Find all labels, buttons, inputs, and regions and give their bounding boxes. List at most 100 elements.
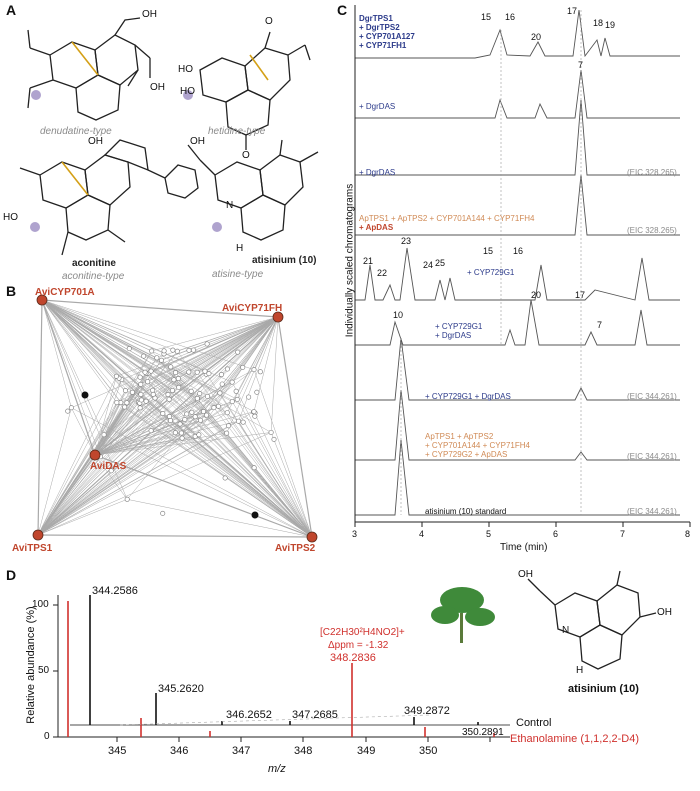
trace-1 [355, 9, 680, 59]
network-node [171, 377, 177, 383]
atom-oh-d1: OH [518, 569, 533, 580]
chromatogram-plot [354, 5, 691, 527]
trace-label-8: ApTPS1 + ApTPS2 + CYP701A144 + CYP71FH4 … [425, 432, 530, 459]
panel-b: B AviCYP701A AviCYP71FH AviDAS AviTPS1 A… [0, 283, 330, 565]
peak-21: 21 [363, 256, 374, 266]
trace-3-line-1: + DgrDAS [359, 168, 396, 177]
panel-label-d: D [6, 567, 17, 583]
network-node [235, 349, 241, 355]
c-xtick-8: 8 [685, 529, 691, 539]
network-node [138, 397, 144, 403]
network-node [201, 409, 207, 415]
network-node [186, 347, 192, 353]
c-xtick-3: 3 [352, 529, 358, 539]
network-node [173, 370, 179, 376]
peak-10: 10 [393, 310, 404, 320]
formula-label: [C22H30²H4NO2]+ [320, 627, 405, 638]
network-node [150, 391, 156, 397]
network-node [229, 379, 235, 385]
peak-24: 24 [423, 260, 434, 270]
network-node [108, 468, 114, 474]
trace-1-line-1: DgrTPS1 [359, 14, 393, 23]
structure-label-aconitine: aconitine [72, 258, 116, 269]
network-node [194, 369, 200, 375]
network-node [148, 428, 154, 434]
trace-5 [355, 247, 680, 301]
network-hub [306, 531, 318, 543]
network-node [160, 411, 166, 417]
network-node [65, 408, 71, 414]
trace-8 [355, 389, 680, 461]
d-ytick-100: 100 [32, 599, 49, 610]
network-node [202, 368, 208, 374]
network-node [178, 430, 184, 436]
network-node [138, 391, 144, 397]
trace-label-6: + CYP729G1 + DgrDAS [435, 322, 482, 340]
atom-o-1: O [265, 16, 273, 27]
trace-2 [355, 69, 680, 119]
legend-control: Control [516, 717, 552, 729]
atom-n-d: N [562, 625, 570, 636]
network-node [215, 403, 221, 409]
node-label-tps2: AviTPS2 [275, 543, 316, 554]
structure-label-atisine-type: atisine-type [212, 269, 264, 280]
d-xtick-345: 345 [108, 745, 127, 757]
node-label-cyp71fh: AviCYP71FH [222, 303, 283, 314]
network-node [251, 367, 257, 373]
network-node [217, 390, 223, 396]
network-node [68, 405, 74, 411]
trace-6 [355, 299, 680, 346]
network-node [150, 387, 156, 393]
c-x-label: Time (min) [500, 542, 548, 553]
network-node [190, 347, 196, 353]
node-label-das: AviDAS [90, 461, 127, 472]
network-hub [32, 529, 44, 541]
structure-label-hetidine: hetidine-type [208, 126, 266, 137]
peak-15-b: 15 [483, 246, 494, 256]
eic-label-8: (EIC 344.261) [627, 452, 677, 461]
c-xtick-5: 5 [486, 529, 492, 539]
d-x-label: m/z [268, 763, 286, 775]
d-xtick-349: 349 [357, 745, 376, 757]
c-xtick-6: 6 [553, 529, 559, 539]
d-xtick-350: 350 [419, 745, 438, 757]
network-node [218, 372, 224, 378]
network-node [149, 348, 155, 354]
network-node [197, 417, 203, 423]
network-node [177, 421, 183, 427]
atom-oh-d2: OH [657, 607, 672, 618]
trace-8-line-2: + CYP701A144 + CYP71FH4 [425, 441, 530, 450]
peak-20-b: 20 [531, 290, 542, 300]
network-node [167, 417, 173, 423]
network-node [160, 510, 166, 516]
atom-o-2: O [242, 150, 250, 161]
mass-spectrum [53, 570, 657, 742]
network-node [143, 398, 149, 404]
atom-oh-1: OH [142, 9, 157, 20]
network-node [124, 496, 130, 502]
delta-ppm-label: Δppm = -1.32 [328, 640, 389, 651]
eic-label-4: (EIC 328.265) [627, 226, 677, 235]
trace-6-line-1: + CYP729G1 [435, 322, 483, 331]
network-node [224, 430, 230, 436]
network-node [145, 379, 151, 385]
d-y-label: Relative abundance (%) [25, 606, 37, 724]
trace-1-line-2: + DgrTPS2 [359, 23, 400, 32]
node-label-cyp701a: AviCYP701A [35, 287, 95, 298]
network-node [148, 368, 154, 374]
network-node [179, 435, 185, 441]
network-node [257, 369, 263, 375]
network-node [137, 405, 143, 411]
trace-5-line-1: + CYP729G1 [467, 268, 515, 277]
network-node [170, 347, 176, 353]
network-node [166, 413, 172, 419]
network-node [168, 364, 174, 370]
atom-oh-4: OH [190, 136, 205, 147]
network-node [186, 369, 192, 375]
trace-label-4: ApTPS1 + ApTPS2 + CYP701A144 + CYP71FH4 … [359, 214, 534, 232]
peak-16-b: 16 [513, 246, 524, 256]
network-node [184, 411, 190, 417]
network-node [252, 413, 258, 419]
peak-label-346: 346.2652 [226, 709, 272, 721]
network-hub [272, 311, 284, 323]
